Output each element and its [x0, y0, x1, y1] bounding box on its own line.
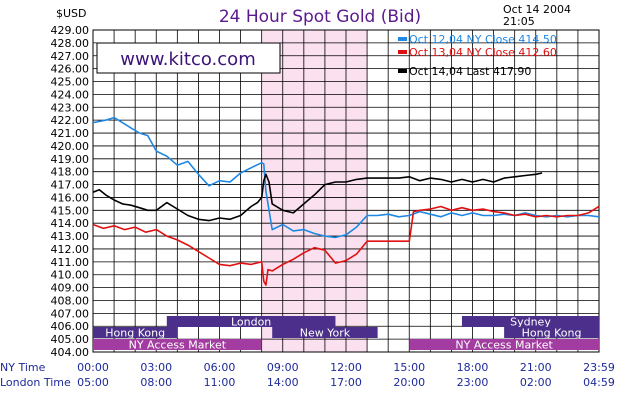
x-tick-label: 15:00 — [393, 361, 425, 374]
grid — [92, 29, 600, 353]
header-time: 21:05 — [503, 15, 535, 28]
market-band — [93, 339, 262, 350]
y-tick-label: 413.00 — [51, 230, 90, 243]
y-tick-label: 424.00 — [51, 88, 90, 101]
plot-frame — [92, 29, 600, 353]
y-tick-label: 408.00 — [51, 294, 90, 307]
x-tick-label: 00:00 — [77, 361, 109, 374]
y-axis: 404.00405.00406.00407.00408.00409.00410.… — [51, 24, 90, 359]
y-tick-label: 423.00 — [51, 101, 90, 114]
x-tick-label: 14:00 — [267, 376, 299, 389]
y-tick-label: 421.00 — [51, 127, 90, 140]
x-tick-label: 08:00 — [140, 376, 172, 389]
y-tick-label: 419.00 — [51, 153, 90, 166]
market-band-label: NY Access Market — [129, 339, 227, 352]
series-line — [92, 116, 600, 239]
unit-label: $USD — [56, 7, 87, 20]
y-tick-label: 405.00 — [51, 333, 90, 346]
x-tick-label: 11:00 — [204, 376, 236, 389]
x-row-label: NY Time — [0, 361, 46, 374]
y-tick-label: 410.00 — [51, 269, 90, 282]
x-tick-label: 09:00 — [267, 361, 299, 374]
legend-swatch — [398, 69, 407, 73]
x-tick-label: 17:00 — [330, 376, 362, 389]
x-row-label: London Time — [0, 376, 71, 389]
y-tick-label: 406.00 — [51, 320, 90, 333]
series-lines — [92, 116, 600, 286]
chart-title: 24 Hour Spot Gold (Bid) — [219, 7, 421, 27]
y-tick-label: 414.00 — [51, 217, 90, 230]
legend-swatch — [398, 50, 407, 54]
x-tick-label: 21:00 — [520, 361, 552, 374]
series-line — [92, 172, 543, 222]
market-band-label: London — [231, 316, 271, 329]
market-band — [461, 316, 599, 327]
x-tick-label: 12:00 — [330, 361, 362, 374]
legend-swatch — [398, 37, 407, 41]
x-tick-label: 06:00 — [204, 361, 236, 374]
x-tick-label: 05:00 — [77, 376, 109, 389]
x-tick-label: 02:00 — [520, 376, 552, 389]
market-band-label: NY Access Market — [455, 339, 553, 352]
market-band-label: Hong Kong — [105, 327, 165, 340]
y-tick-label: 411.00 — [51, 256, 90, 269]
highlight-band — [261, 30, 368, 352]
y-tick-label: 416.00 — [51, 191, 90, 204]
market-band — [409, 339, 599, 350]
market-band — [166, 316, 336, 327]
y-tick-label: 426.00 — [51, 63, 90, 76]
y-tick-label: 429.00 — [51, 24, 90, 37]
x-tick-label: 04:59 — [583, 376, 615, 389]
watermark-box: www.kitco.com — [96, 42, 281, 74]
market-band — [504, 327, 599, 338]
y-tick-label: 415.00 — [51, 204, 90, 217]
x-tick-label: 03:00 — [140, 361, 172, 374]
series-line — [92, 205, 600, 286]
y-tick-label: 425.00 — [51, 76, 90, 89]
market-band — [272, 327, 378, 338]
header-date: Oct 14 2004 — [503, 3, 571, 16]
x-axis: NY Time 00:00 03:00 06:00 09:00 12:00 15:00 18:… — [0, 361, 615, 389]
market-band — [93, 327, 178, 338]
y-tick-label: 428.00 — [51, 37, 90, 50]
y-tick-label: 427.00 — [51, 50, 90, 63]
x-tick-label: 23:00 — [457, 376, 489, 389]
watermark-text: www.kitco.com — [120, 49, 255, 70]
x-tick-label: 23:59 — [583, 361, 615, 374]
legend-entry: Oct 13,04 NY Close 412.60 — [409, 46, 557, 59]
legend-entry: Oct 12,04 NY Close 414.50 — [409, 33, 557, 46]
y-tick-label: 422.00 — [51, 114, 90, 127]
y-tick-label: 420.00 — [51, 140, 90, 153]
market-band-label: New York — [300, 327, 351, 340]
y-tick-label: 404.00 — [51, 346, 90, 359]
y-tick-label: 418.00 — [51, 166, 90, 179]
x-tick-label: 20:00 — [393, 376, 425, 389]
market-band-label: Sydney — [510, 316, 551, 329]
y-tick-label: 407.00 — [51, 307, 90, 320]
x-tick-label: 18:00 — [457, 361, 489, 374]
legend-entry: Oct 14,04 Last 417.90 — [409, 65, 531, 78]
y-tick-label: 412.00 — [51, 243, 90, 256]
y-tick-label: 409.00 — [51, 282, 90, 295]
y-tick-label: 417.00 — [51, 179, 90, 192]
market-band-label: Hong Kong — [522, 327, 582, 340]
